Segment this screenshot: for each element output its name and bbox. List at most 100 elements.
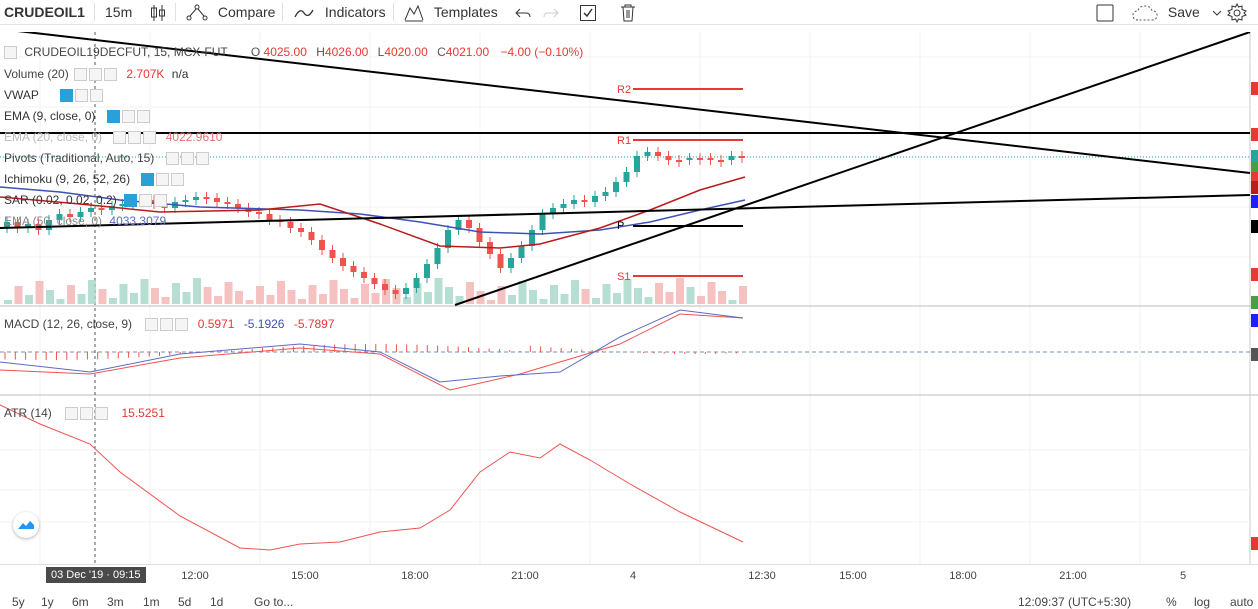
interval-button[interactable]: 15m [105,4,133,20]
delete-drawings-button[interactable] [620,0,636,24]
open-label: O [250,45,261,59]
gear-icon[interactable] [139,194,153,208]
volume-bar [728,300,737,304]
volume-bar [308,285,317,304]
chart-type-button[interactable] [150,0,166,24]
range-5d[interactable]: 5d [178,595,192,609]
eye-icon[interactable] [145,318,159,332]
tradingview-logo[interactable] [13,512,39,538]
compare-button[interactable]: Compare [186,0,275,24]
close-icon[interactable] [95,407,109,421]
candle-body [46,220,52,230]
fullscreen-button[interactable] [1096,0,1114,24]
range-3m[interactable]: 3m [107,595,124,609]
close-icon[interactable] [171,173,185,187]
study-legend-sar[interactable]: SAR (0.02, 0.02, 0.2) [4,193,168,208]
gear-icon[interactable] [89,68,103,82]
study-legend-ichimoku[interactable]: Ichimoku (9, 26, 52, 26) [4,172,185,187]
price-scale-marker [1251,195,1258,208]
goto-button[interactable]: Go to... [254,595,294,609]
gear-icon[interactable] [75,89,89,103]
pivot-label-s1: S1 [617,271,631,283]
volume-bar [686,287,695,304]
study-legend-vwap[interactable]: VWAP [4,88,104,103]
save-button[interactable]: Save [1132,0,1222,24]
price-chart[interactable] [0,28,1258,564]
trend-lines[interactable] [0,28,1251,306]
range-6m[interactable]: 6m [72,595,89,609]
eye-icon[interactable] [74,68,88,82]
candle-body [266,214,273,220]
candle-body [434,248,441,264]
undo-button[interactable] [515,0,531,24]
main-series-legend[interactable]: CRUDEOIL19DECFUT, 15, MCX-FUT O 4025.00 … [4,45,583,60]
range-1d[interactable]: 1d [210,595,224,609]
collapse-icon[interactable] [4,46,17,60]
eye-icon[interactable] [65,407,79,421]
study-legend-pivots[interactable]: Pivots (Traditional, Auto, 15) [4,151,209,166]
close-icon[interactable] [136,110,150,124]
volume-bar [245,300,254,304]
symbol-search[interactable]: CRUDEOIL1 [4,4,85,20]
study-legend-ema20[interactable]: EMA (20, close, 0) 4022.9610 [4,130,222,145]
study-legend-atr[interactable]: ATR (14) 15.5251 [4,406,165,421]
eye-icon[interactable] [113,131,127,145]
close-icon[interactable] [154,194,168,208]
price-scale-marker [1251,82,1258,95]
candle-body [298,228,304,232]
gear-icon[interactable] [128,131,142,145]
candle-body [88,208,94,212]
eye-icon[interactable] [124,194,138,208]
gear-icon[interactable] [180,152,194,166]
close-icon[interactable] [143,131,157,145]
time-axis[interactable]: 12:00 15:00 18:00 21:00 4 12:30 15:00 18:00 21:0… [0,564,1258,587]
close-icon[interactable] [90,89,104,103]
eye-icon[interactable] [60,89,74,103]
indicators-button[interactable]: Indicators [294,0,386,24]
close-icon[interactable] [104,68,118,82]
range-5y[interactable]: 5y [12,595,25,609]
objects-tree-button[interactable] [579,0,597,24]
time-tick-label: 12:00 [181,570,209,582]
range-1m[interactable]: 1m [143,595,160,609]
study-legend-macd[interactable]: MACD (12, 26, close, 9) 0.5971 -5.1926 -… [4,317,335,332]
atr-value: 15.5251 [121,406,165,420]
redo-button[interactable] [543,0,559,24]
gear-icon[interactable] [121,110,135,124]
low-label: L [377,45,385,59]
study-legend-ema50[interactable]: EMA (50, close, 0) 4033.3079 [4,214,166,228]
candle-body [592,196,598,202]
range-1y[interactable]: 1y [41,595,54,609]
gear-icon[interactable] [80,407,94,421]
close-icon[interactable] [195,152,209,166]
macd-histogram-value: -5.7897 [293,317,335,331]
close-icon[interactable] [175,318,189,332]
volume-bar [371,293,380,304]
candle-body [602,192,609,196]
volume-bar [298,299,306,304]
gear-icon[interactable] [156,173,170,187]
auto-toggle[interactable]: auto [1230,595,1254,609]
volume-bar [581,289,590,304]
percent-toggle[interactable]: % [1166,595,1177,609]
gear-icon[interactable] [160,318,174,332]
templates-button[interactable]: Templates [404,0,498,24]
volume-bar [67,285,75,304]
candle-body [613,182,619,192]
study-legend-volume[interactable]: Volume (20) 2.707K n/a [4,67,188,82]
eye-icon[interactable] [165,152,179,166]
indicators-label: Indicators [324,4,386,20]
settings-button[interactable] [1227,0,1247,24]
study-name: EMA (9, close, 0) [4,109,96,123]
candle-body [67,214,73,217]
log-toggle[interactable]: log [1194,595,1211,609]
compare-icon [186,4,208,21]
chart-area[interactable]: R2 R1 P S1 CRUDEOIL19DECFUT, 15, MCX-FUT… [0,28,1258,564]
time-tick-label: 18:00 [401,570,429,582]
candle-body [686,158,693,160]
eye-icon[interactable] [141,173,155,187]
volume-bar [56,299,65,304]
candle-body [581,200,588,202]
study-legend-ema9[interactable]: EMA (9, close, 0) [4,109,150,124]
eye-icon[interactable] [106,110,120,124]
